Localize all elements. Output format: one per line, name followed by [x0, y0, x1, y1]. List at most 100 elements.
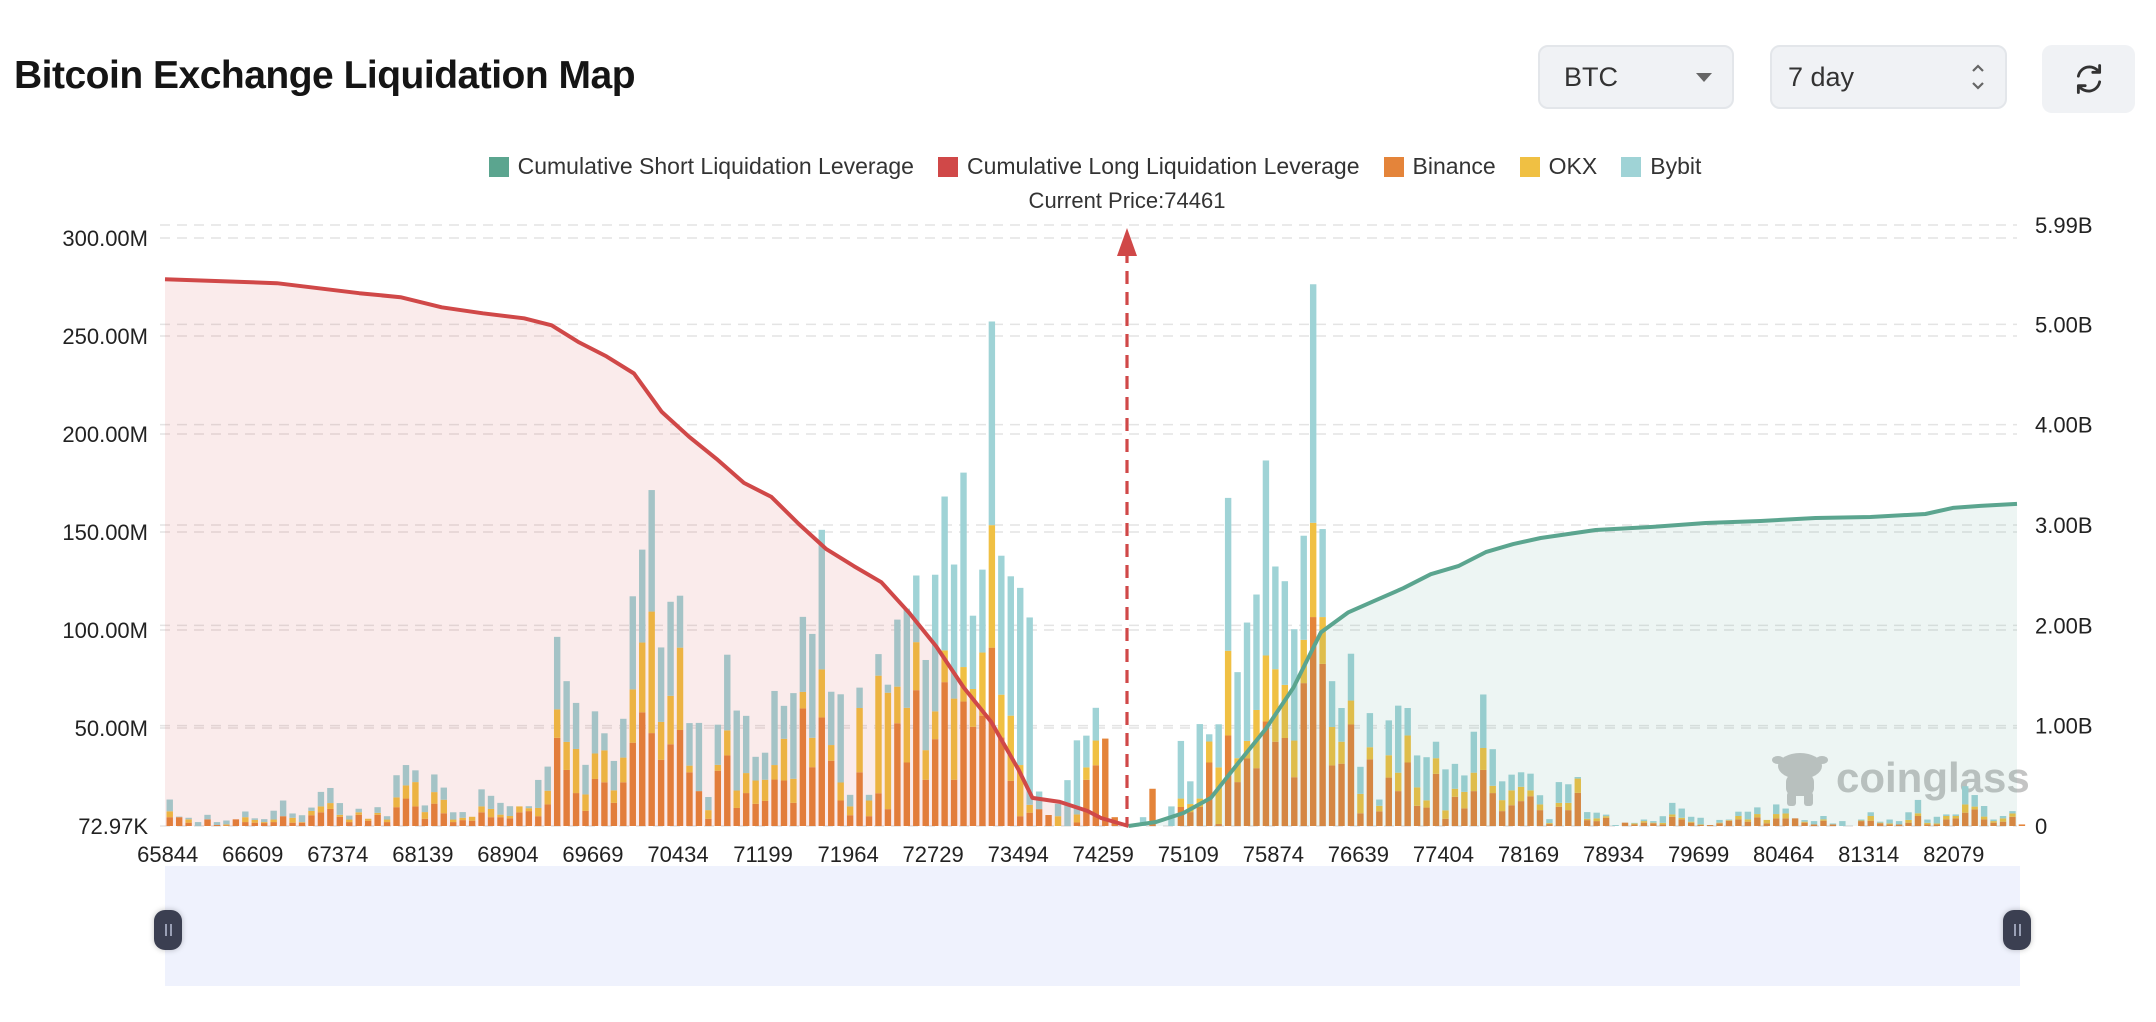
bar-binance [639, 712, 646, 826]
bar-okx [1527, 790, 1534, 797]
bar-bybit [355, 808, 362, 813]
bar-binance [979, 715, 986, 826]
bar-okx [1631, 823, 1638, 825]
bar-binance [1631, 824, 1638, 826]
legend-item-binance[interactable]: Binance [1383, 153, 1496, 180]
bar-binance [591, 778, 599, 826]
bar-bybit [998, 555, 1005, 695]
current-price-label: Current Price:74461 [1028, 188, 1226, 213]
bar-okx [544, 790, 551, 805]
bar-okx [1432, 758, 1440, 774]
bar-okx [1687, 821, 1695, 823]
legend-item-short[interactable]: Cumulative Short Liquidation Leverage [488, 153, 914, 180]
bar-okx [1999, 818, 2007, 822]
bar-okx [251, 819, 258, 823]
bar-bybit [629, 596, 636, 690]
bar-okx [487, 808, 495, 818]
zoom-slider-track[interactable] [165, 866, 2020, 986]
bar-binance [166, 817, 173, 826]
bar-bybit [1602, 814, 1610, 817]
short-liquidation-area [1128, 503, 2017, 826]
bar-binance [818, 717, 825, 826]
bar-binance [1593, 821, 1600, 826]
bar-okx [1962, 804, 1969, 813]
bar-okx [846, 806, 854, 816]
bar-binance [1773, 818, 1780, 826]
bar-bybit [1555, 782, 1563, 803]
bar-okx [1291, 740, 1298, 778]
bar-okx [620, 757, 627, 783]
bar-okx [1735, 816, 1742, 820]
bar-binance [1933, 824, 1941, 826]
bar-okx [327, 803, 334, 809]
bar-binance [1281, 737, 1289, 826]
bar-binance [544, 804, 551, 826]
bar-binance [327, 808, 334, 826]
bar-okx [799, 691, 807, 709]
bar-bybit [1839, 821, 1846, 826]
bar-bybit [875, 654, 882, 676]
x-tick-label: 70434 [647, 842, 708, 867]
bar-bybit [374, 807, 381, 813]
bar-okx [752, 780, 759, 804]
bar-binance [1886, 824, 1893, 826]
bar-binance [1716, 823, 1723, 826]
symbol-select[interactable]: BTC [1538, 45, 1734, 109]
bar-okx [1933, 823, 1941, 825]
bar-binance [1867, 820, 1874, 826]
bar-okx [1867, 816, 1874, 821]
bar-okx [1517, 786, 1525, 802]
bar-bybit [1083, 735, 1090, 768]
bar-binance [1357, 813, 1364, 826]
bar-bybit [1744, 811, 1752, 820]
bar-okx [667, 695, 674, 745]
bar-binance [1791, 818, 1799, 826]
bar-bybit [1092, 707, 1100, 741]
bar-okx [1404, 735, 1411, 763]
y-left-tick-label: 250.00M [62, 324, 148, 349]
short-liquidation-line [1128, 501, 2018, 828]
areas [165, 279, 2017, 826]
bar-bybit [799, 616, 807, 692]
zoom-slider-right-handle[interactable] [2003, 910, 2031, 950]
bar-binance [516, 812, 523, 826]
bar-bybit [582, 764, 589, 795]
long-liquidation-line [164, 277, 1130, 828]
legend-swatch [937, 156, 958, 177]
zoom-slider-left-handle[interactable] [154, 910, 182, 950]
bar-bybit [497, 802, 504, 815]
bar-binance [969, 726, 977, 826]
bar-bybit [1480, 694, 1487, 748]
bar-binance [1905, 822, 1912, 826]
legend-swatch [1383, 156, 1404, 177]
legend-item-okx[interactable]: OKX [1519, 153, 1597, 180]
bar-bybit [667, 601, 674, 696]
bar-okx [676, 647, 684, 730]
bar-okx [1565, 802, 1572, 811]
bar-okx [1357, 793, 1364, 814]
bar-binance [884, 809, 892, 826]
bar-binance [931, 739, 939, 826]
bar-binance [837, 800, 844, 826]
bar-binance [988, 647, 996, 826]
bar-binance [1432, 773, 1440, 826]
bar-bybit [506, 806, 514, 817]
bar-okx [563, 741, 570, 770]
bar-binance [799, 708, 807, 826]
bar-binance [1291, 777, 1298, 826]
bar-bybit [1810, 821, 1818, 825]
bar-okx [1206, 741, 1213, 763]
bar-okx [1659, 822, 1667, 825]
legend-item-long[interactable]: Cumulative Long Liquidation Leverage [937, 153, 1360, 180]
bar-bybit [1054, 803, 1062, 817]
range-select[interactable]: 7 day [1770, 45, 2007, 109]
bar-okx [431, 792, 438, 804]
bar-okx [1338, 741, 1345, 764]
bar-okx [1905, 819, 1912, 823]
refresh-button[interactable] [2042, 45, 2135, 113]
bar-okx [1971, 806, 1978, 810]
legend-item-bybit[interactable]: Bybit [1621, 153, 1701, 180]
bar-bybit [648, 490, 655, 612]
bar-okx [506, 816, 514, 819]
bar-okx [1423, 800, 1430, 808]
